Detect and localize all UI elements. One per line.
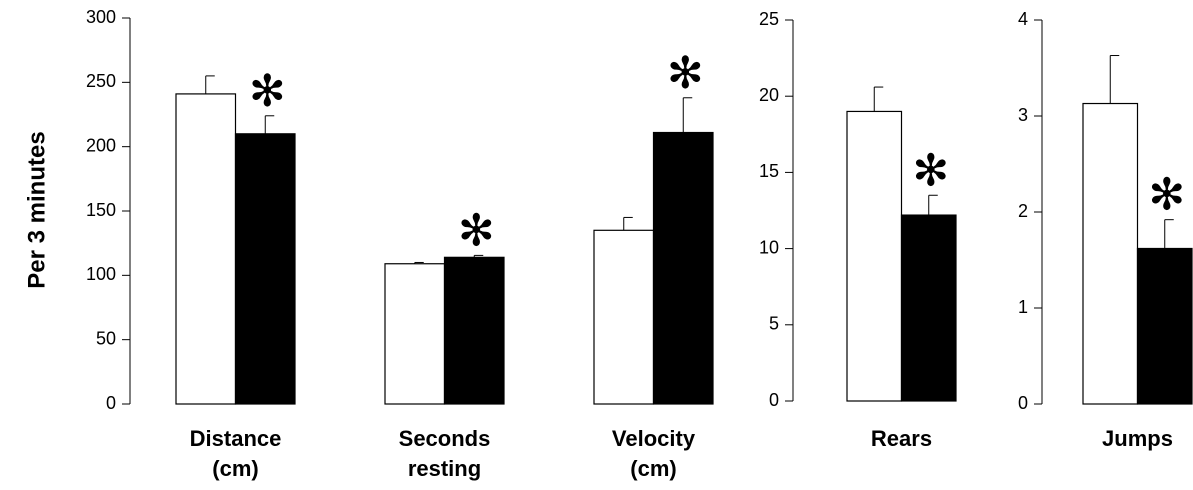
bar — [175, 93, 237, 405]
error-bar — [873, 86, 884, 112]
significance-marker: ✻ — [667, 48, 704, 99]
x-tick-label: Seconds — [399, 426, 491, 451]
y-tick-label: 25 — [759, 9, 779, 29]
y-tick-label: 10 — [759, 237, 779, 257]
y-tick-label: 300 — [86, 7, 116, 27]
error-bar — [928, 194, 938, 216]
x-tick-label: Rears — [871, 426, 932, 451]
y-tick-label: 150 — [86, 200, 116, 220]
x-tick-label: Velocity — [612, 426, 696, 451]
bar — [443, 256, 505, 405]
bar — [384, 263, 446, 405]
error-bar — [682, 97, 693, 133]
x-tick-label: (cm) — [212, 456, 258, 481]
significance-marker: ✻ — [458, 205, 495, 256]
error-bar — [1109, 55, 1120, 104]
y-tick-label: 0 — [1018, 393, 1028, 413]
y-tick-label: 4 — [1018, 9, 1028, 29]
y-tick-label: 100 — [86, 264, 116, 284]
bar — [234, 133, 296, 405]
y-tick-label: 3 — [1018, 105, 1028, 125]
y-tick-label: 1 — [1018, 297, 1028, 317]
y-tick-label: 0 — [106, 393, 116, 413]
significance-marker: ✻ — [249, 66, 286, 117]
y-tick-label: 250 — [86, 71, 116, 91]
bar — [900, 214, 957, 402]
significance-marker: ✻ — [912, 145, 949, 196]
bar — [593, 229, 655, 405]
bar — [1082, 102, 1139, 405]
error-bar — [473, 254, 484, 258]
error-bar — [205, 75, 215, 94]
error-bar — [264, 115, 275, 134]
x-tick-label: (cm) — [630, 456, 676, 481]
significance-marker: ✻ — [1148, 170, 1185, 221]
x-tick-label: Jumps — [1102, 426, 1173, 451]
error-bar — [414, 261, 424, 264]
y-tick-label: 20 — [759, 85, 779, 105]
y-tick-label: 0 — [769, 390, 779, 410]
bar — [1136, 247, 1193, 405]
bar — [652, 131, 714, 405]
y-tick-label: 15 — [759, 161, 779, 181]
error-bar — [1164, 219, 1174, 249]
x-tick-label: resting — [408, 456, 481, 481]
error-bar — [623, 216, 633, 231]
y-tick-label: 5 — [769, 314, 779, 334]
x-tick-label: Distance — [190, 426, 282, 451]
y-tick-label: 200 — [86, 135, 116, 155]
bar — [846, 110, 903, 402]
y-tick-label: 2 — [1018, 201, 1028, 221]
y-axis-title: Per 3 minutes — [23, 131, 50, 288]
y-tick-label: 50 — [96, 328, 116, 348]
